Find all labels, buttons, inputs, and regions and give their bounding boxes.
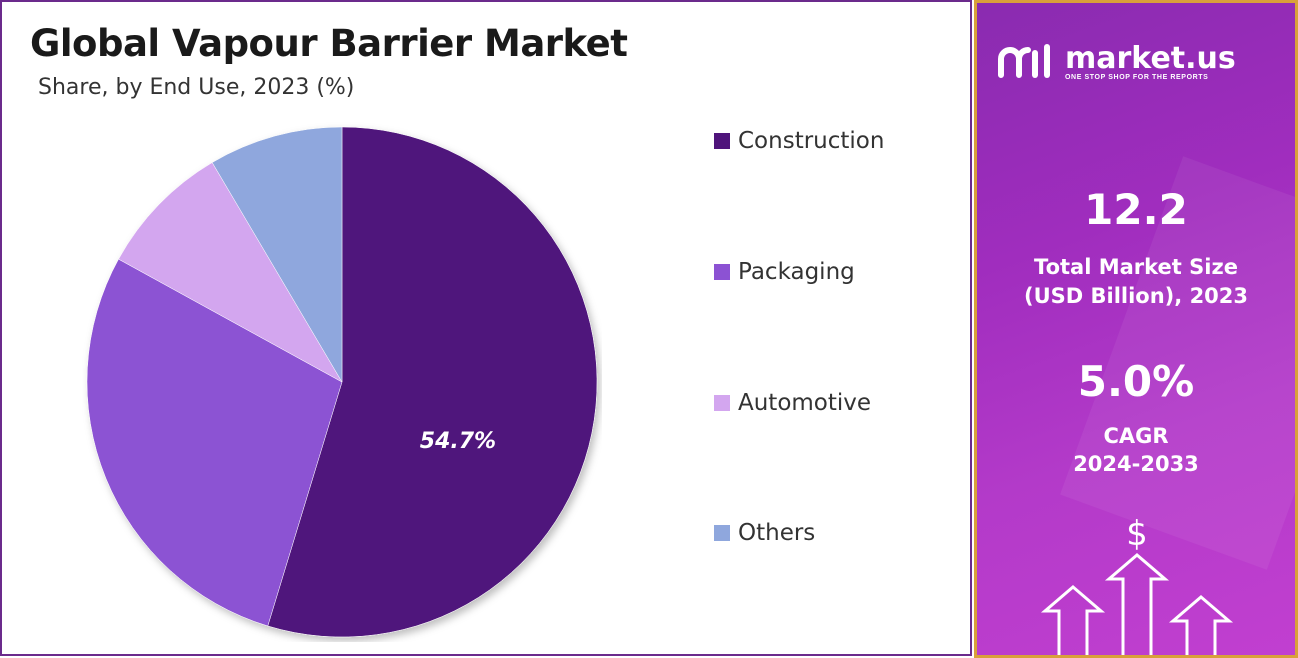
chart-subtitle: Share, by End Use, 2023 (%) bbox=[38, 75, 355, 100]
brand-logo: market.us ONE STOP SHOP FOR THE REPORTS bbox=[995, 41, 1236, 83]
growth-arrows-icon: $ bbox=[1040, 514, 1234, 655]
dollar-icon: $ bbox=[1126, 514, 1148, 554]
pie-slice-others bbox=[211, 126, 343, 383]
brand-name: market.us bbox=[1065, 40, 1236, 76]
legend-item-automotive: Automotive bbox=[714, 390, 871, 416]
pie-slice-packaging bbox=[86, 258, 343, 627]
legend-label: Others bbox=[738, 520, 816, 546]
chart-panel: Global Vapour Barrier Market Share, by E… bbox=[0, 0, 972, 656]
legend-swatch bbox=[714, 395, 730, 411]
cagr-value: 5.0% bbox=[1077, 357, 1195, 406]
cagr-label-line2: 2024-2033 bbox=[1073, 452, 1199, 476]
legend-label: Construction bbox=[738, 128, 885, 154]
legend-item-packaging: Packaging bbox=[714, 259, 855, 285]
pie-slice-automotive bbox=[118, 162, 343, 383]
legend-label: Packaging bbox=[738, 259, 855, 285]
info-side-panel: market.us ONE STOP SHOP FOR THE REPORTS … bbox=[974, 0, 1298, 658]
legend-item-construction: Construction bbox=[714, 128, 884, 154]
legend-label: Automotive bbox=[738, 390, 872, 416]
market-size-label-line2: (USD Billion), 2023 bbox=[1023, 284, 1249, 308]
pie-chart: 54.7% bbox=[86, 126, 598, 638]
chart-title: Global Vapour Barrier Market bbox=[30, 22, 628, 65]
brand-tagline: ONE STOP SHOP FOR THE REPORTS bbox=[1065, 73, 1209, 81]
market-us-logo-icon bbox=[998, 44, 1050, 78]
market-size-label-line1: Total Market Size bbox=[1034, 255, 1238, 279]
legend-swatch bbox=[714, 133, 730, 149]
legend-swatch bbox=[714, 525, 730, 541]
pie-slice-construction bbox=[267, 126, 598, 638]
data-label-construction: 54.7% bbox=[420, 429, 496, 454]
legend-item-others: Others bbox=[714, 520, 815, 546]
cagr-label-line1: CAGR bbox=[1103, 424, 1169, 448]
market-size-value: 12.2 bbox=[1084, 185, 1188, 234]
legend-swatch bbox=[714, 264, 730, 280]
